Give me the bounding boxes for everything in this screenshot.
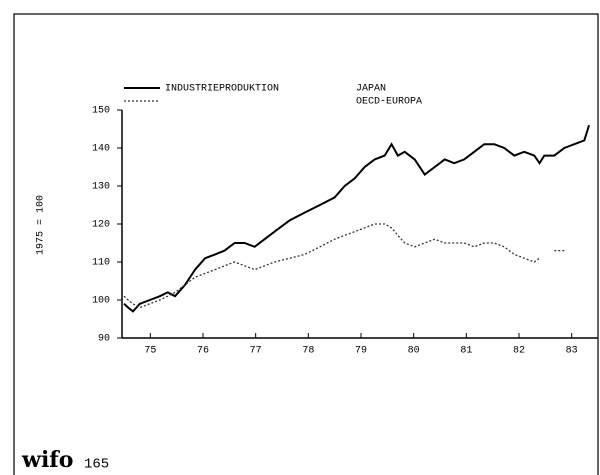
x-tick-label: 80 <box>408 346 420 357</box>
x-tick-label: 75 <box>144 346 156 357</box>
y-axis-label: 1975 = 100 <box>36 195 47 255</box>
y-tick-label: 140 <box>92 144 110 155</box>
y-tick-label: 130 <box>92 182 110 193</box>
frame <box>13 13 599 475</box>
x-tick-label: 76 <box>197 346 209 357</box>
x-tick-label: 83 <box>566 346 578 357</box>
legend-label: JAPAN <box>356 84 386 95</box>
y-tick-label: 110 <box>92 258 110 269</box>
legend-label: OECD-EUROPA <box>356 97 422 108</box>
x-tick-label: 79 <box>355 346 367 357</box>
x-tick-label: 77 <box>250 346 262 357</box>
series-line <box>123 124 591 313</box>
x-tick-label: 78 <box>302 346 314 357</box>
y-tick-label: 150 <box>92 106 110 117</box>
logo: wifo <box>21 447 73 473</box>
y-tick-label: 100 <box>92 296 110 307</box>
x-tick-label: 82 <box>513 346 525 357</box>
y-tick-label: 90 <box>98 334 110 345</box>
y-tick-label: 120 <box>92 220 110 231</box>
x-tick-label: 81 <box>460 346 472 357</box>
page-number: 165 <box>84 457 109 473</box>
chart-title: INDUSTRIEPRODUKTION <box>165 84 279 95</box>
series-line <box>123 223 540 309</box>
